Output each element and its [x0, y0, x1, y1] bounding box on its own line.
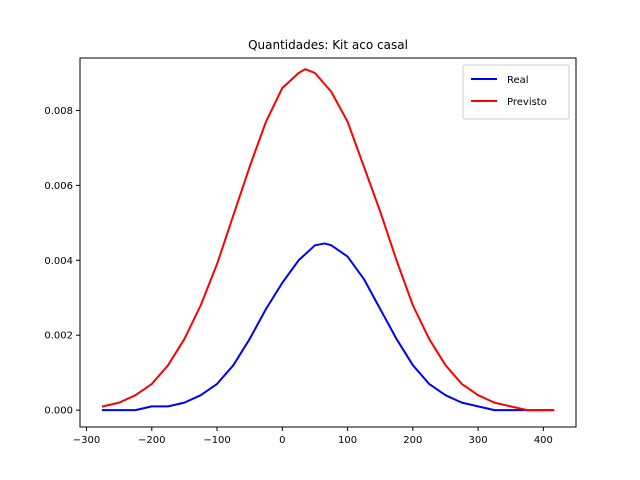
- x-tick-label: 300: [469, 435, 488, 446]
- y-tick-label: 0.002: [44, 331, 73, 342]
- y-tick-label: 0.006: [44, 181, 73, 192]
- plot-lines: [101, 68, 555, 412]
- legend-box: [462, 64, 570, 120]
- chart-title: Quantidades: Kit aco casal: [248, 38, 408, 52]
- series-line-0: [101, 242, 555, 412]
- y-tick-label: 0.008: [44, 106, 73, 117]
- legend-label: Previsto: [507, 97, 547, 108]
- y-tick-label: 0.000: [44, 406, 73, 417]
- y-axis: 0.000 0.002 0.004 0.006 0.008: [44, 106, 80, 417]
- y-tick-label: 0.004: [44, 256, 73, 267]
- x-tick-label: −100: [203, 435, 230, 446]
- plot-frame: [79, 57, 577, 428]
- x-tick-label: −200: [138, 435, 165, 446]
- x-axis: −300 −200 −100 0 100 200 300 400: [73, 427, 553, 446]
- x-tick-label: 0: [279, 435, 285, 446]
- x-tick-label: 100: [338, 435, 357, 446]
- x-tick-label: −300: [73, 435, 100, 446]
- series-line-1: [101, 68, 555, 412]
- legend-label: Real: [507, 75, 529, 86]
- x-tick-label: 400: [534, 435, 553, 446]
- legend: Real Previsto: [462, 64, 570, 120]
- x-tick-label: 200: [403, 435, 422, 446]
